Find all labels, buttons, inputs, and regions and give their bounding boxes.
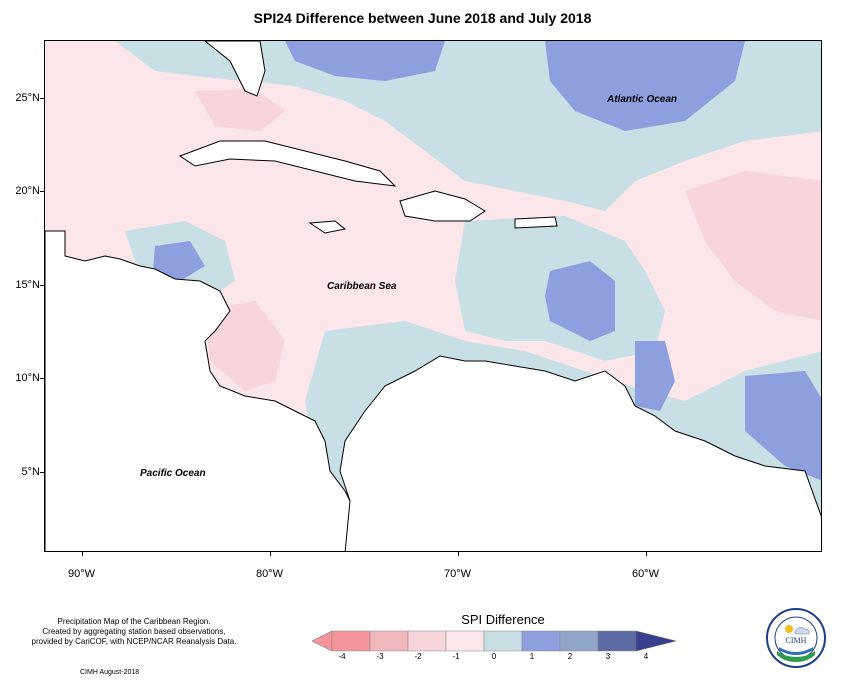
- lon-label-70w: 70°W: [444, 568, 472, 580]
- footer-line3: provided by CariCOF, with NCEP/NCAR Rean…: [31, 637, 237, 646]
- legend-bin: [369, 630, 409, 652]
- logo-text: CIMH: [786, 636, 807, 645]
- spi-zone-dry-honduras: [205, 301, 285, 391]
- legend-bin: [559, 630, 599, 652]
- pacific-ocean-label: Pacific Ocean: [140, 468, 206, 479]
- lon-tick: [82, 552, 83, 556]
- spi-zone-wet-trinidad: [635, 341, 675, 411]
- lat-label-25n: 25°N: [15, 92, 40, 104]
- lat-tick: [40, 98, 44, 99]
- spi-zone-wet-bahamas: [285, 41, 445, 81]
- legend-arrow-left: [312, 630, 333, 652]
- land-jamaica: [308, 220, 347, 234]
- lat-tick: [40, 472, 44, 473]
- lon-label-90w: 90°W: [68, 568, 96, 580]
- lat-tick: [40, 191, 44, 192]
- map-description: Precipitation Map of the Caribbean Regio…: [14, 617, 254, 647]
- legend-tick: -4: [338, 652, 346, 661]
- legend-bin: [407, 630, 447, 652]
- legend-arrow-right: [635, 630, 677, 652]
- legend-tick: 0: [491, 652, 497, 661]
- legend-tick: 2: [567, 652, 573, 661]
- spi-zone-dry-east: [685, 171, 821, 321]
- spi-zone-wet-guiana: [745, 371, 821, 481]
- legend-title: SPI Difference: [461, 612, 545, 627]
- land-cuba: [178, 140, 397, 187]
- lat-label-15n: 15°N: [15, 279, 40, 291]
- cimh-logo: CIMH: [766, 608, 826, 668]
- caribbean-sea-label: Caribbean Sea: [327, 281, 397, 292]
- legend-bin: [331, 630, 371, 652]
- lat-label-5n: 5°N: [21, 466, 40, 478]
- land-florida: [204, 41, 266, 97]
- lat-label-20n: 20°N: [15, 185, 40, 197]
- legend-tick: 3: [605, 652, 611, 661]
- atlantic-ocean-label: Atlantic Ocean: [607, 94, 678, 105]
- spi-zone-dry-cuba: [195, 89, 285, 131]
- spi-zone-wet-nicaragua: [153, 241, 205, 281]
- lat-label-10n: 10°N: [15, 372, 40, 384]
- land-central-america: [45, 230, 356, 551]
- lat-tick: [40, 285, 44, 286]
- lon-label-60w: 60°W: [632, 568, 660, 580]
- land-puerto-rico: [514, 216, 558, 229]
- footer-line2: Created by aggregating station based obs…: [42, 627, 226, 636]
- land-hispaniola: [399, 190, 486, 222]
- spi-zone-wet-atlantic: [545, 41, 745, 131]
- cloud-icon: [794, 627, 810, 635]
- lon-tick: [458, 552, 459, 556]
- lon-tick: [270, 552, 271, 556]
- map-area[interactable]: Atlantic Ocean Caribbean Sea Pacific Oce…: [44, 40, 822, 552]
- legend-tick: 1: [529, 652, 535, 661]
- legend-colorbar: [312, 630, 677, 652]
- land-south-america: [339, 355, 821, 551]
- legend-tick: 4: [643, 652, 649, 661]
- legend-tick: -2: [414, 652, 422, 661]
- lon-label-80w: 80°W: [256, 568, 284, 580]
- footer-line1: Precipitation Map of the Caribbean Regio…: [57, 617, 211, 626]
- legend-bin: [483, 630, 523, 652]
- lon-tick: [646, 552, 647, 556]
- legend-tick: -3: [376, 652, 384, 661]
- spi-zone-wet-antilles: [545, 261, 615, 341]
- legend-bin: [597, 630, 637, 652]
- legend-bin: [521, 630, 561, 652]
- footer-date: CIMH August-2018: [80, 669, 140, 676]
- sun-icon: [785, 625, 793, 633]
- map-title: SPI24 Difference between June 2018 and J…: [253, 10, 592, 26]
- lat-tick: [40, 378, 44, 379]
- legend-tick: -1: [452, 652, 460, 661]
- legend-bin: [445, 630, 485, 652]
- map-svg: [45, 41, 821, 551]
